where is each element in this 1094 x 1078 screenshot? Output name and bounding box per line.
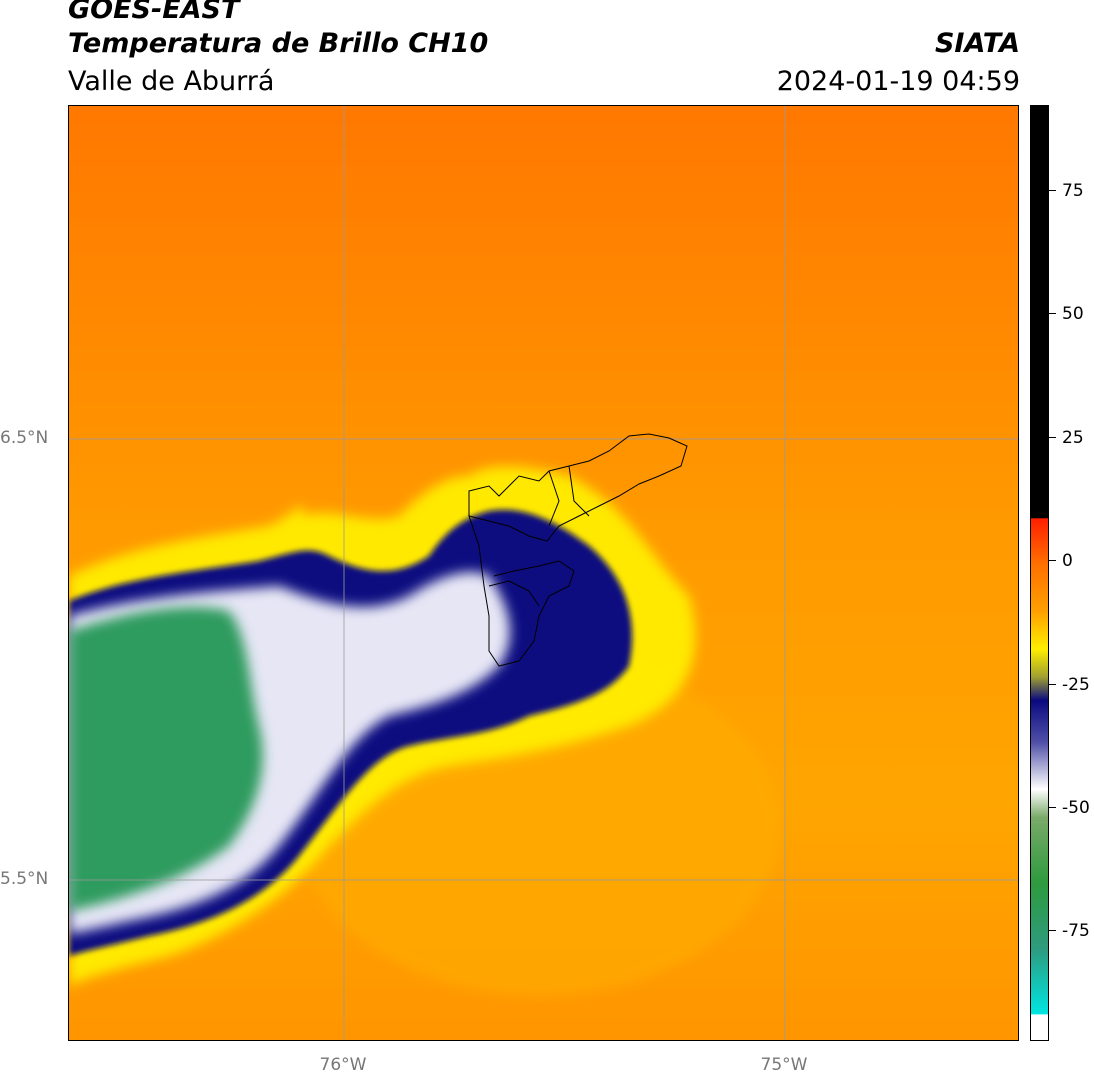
colorbar-label: 25 [1062, 428, 1084, 448]
colorbar-gradient [1031, 106, 1048, 1040]
product-title: Temperatura de Brillo CH10 [68, 28, 489, 59]
datetime-label: 2024-01-19 04:59 [776, 66, 1020, 97]
colorbar-label: 50 [1062, 304, 1084, 324]
org-label: SIATA [934, 28, 1020, 59]
brightness-temperature-field [69, 106, 1018, 1040]
region-label: Valle de Aburrá [68, 66, 275, 97]
colorbar-label: -50 [1062, 798, 1090, 818]
grid-lines [69, 106, 1018, 1040]
colorbar-label: 75 [1062, 181, 1084, 201]
lon-label-75: 75°W [760, 1055, 808, 1075]
colorbar-tick [1049, 807, 1056, 808]
colorbar-label: -25 [1062, 675, 1090, 695]
colorbar-tick [1049, 313, 1056, 314]
colorbar [1030, 105, 1049, 1041]
colorbar-tick [1049, 190, 1056, 191]
colorbar-label: 0 [1062, 551, 1073, 571]
green-cloud [69, 607, 263, 911]
map-panel[interactable] [68, 105, 1019, 1041]
municipality-outlines [468, 433, 688, 667]
colorbar-label: -75 [1062, 921, 1090, 941]
colorbar-tick [1049, 560, 1056, 561]
satellite-title: GOES-EAST [68, 0, 240, 25]
lon-label-76: 76°W [319, 1055, 367, 1075]
lat-label-5-5: 5.5°N [0, 869, 49, 889]
lat-label-6-5: 6.5°N [0, 428, 49, 448]
colorbar-tick [1049, 437, 1056, 438]
colorbar-tick [1049, 684, 1056, 685]
colorbar-tick [1049, 930, 1056, 931]
